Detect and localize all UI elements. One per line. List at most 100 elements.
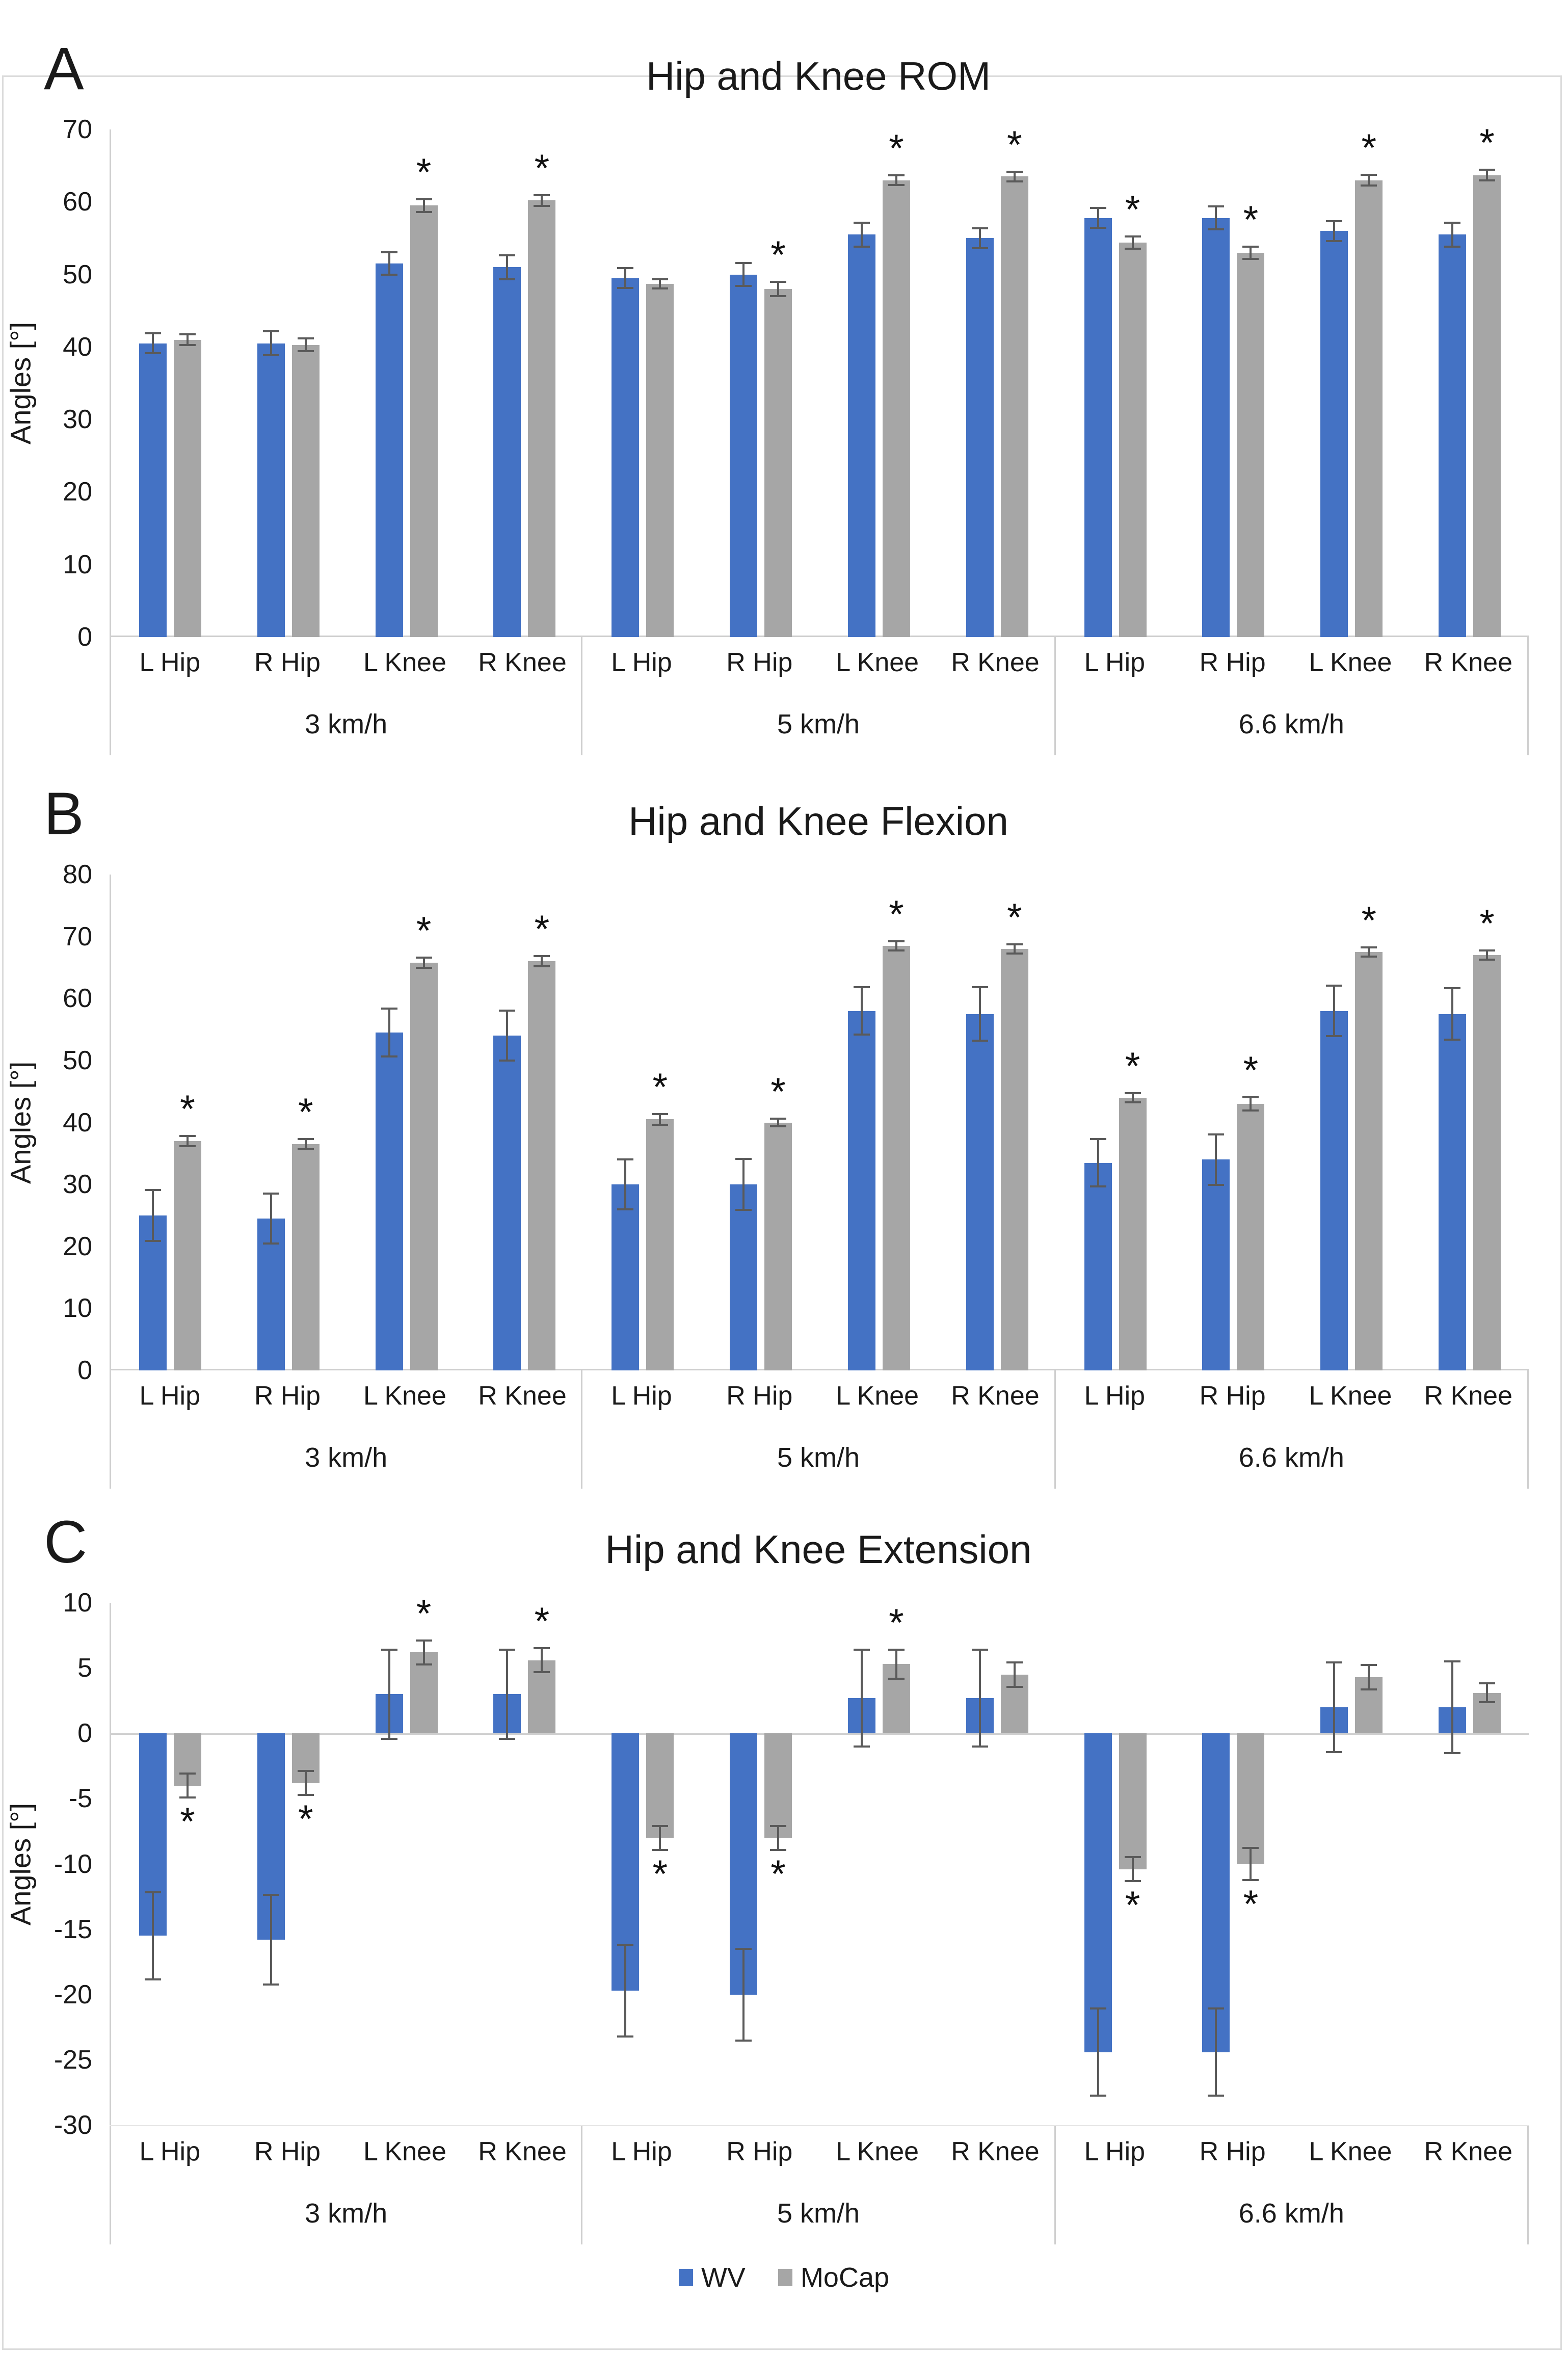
category-label: R Hip xyxy=(1199,2137,1266,2166)
x-axis-label-strip: L Hip R Hip L Knee R Knee 3 km/h L Hip R Hip L … xyxy=(110,1370,1529,1489)
error-bar-segment xyxy=(1013,1661,1016,1688)
legend-swatch-wv xyxy=(678,2269,693,2286)
error-bar xyxy=(179,1773,196,1799)
error-bar-segment xyxy=(304,1138,307,1151)
y-tick-label: -5 xyxy=(68,1784,92,1814)
error-bar-segment xyxy=(1486,168,1489,182)
error-bar-segment xyxy=(1131,1092,1134,1103)
error-bar-segment xyxy=(422,956,425,969)
y-tick-label: 0 xyxy=(77,1356,92,1385)
error-bar-segment xyxy=(1250,245,1252,260)
error-bar xyxy=(617,267,634,289)
y-tick-label: -25 xyxy=(54,2045,92,2075)
error-bar xyxy=(735,262,752,287)
y-tick-label: 20 xyxy=(63,477,92,507)
error-bar xyxy=(1326,1661,1343,1753)
y-tick-label: -30 xyxy=(54,2110,92,2140)
category-label: L Knee xyxy=(363,648,446,677)
error-bar-segment xyxy=(1215,2007,1217,2097)
error-bar xyxy=(853,1648,870,1748)
error-bar xyxy=(1242,245,1259,260)
category-label: L Hip xyxy=(1084,648,1146,677)
error-bar xyxy=(262,330,279,357)
error-bar-segment xyxy=(1451,987,1454,1041)
error-bar xyxy=(534,955,550,968)
error-bar xyxy=(144,1188,161,1242)
bar-mocap-l-knee xyxy=(410,1652,438,1734)
category-label: R Knee xyxy=(951,2137,1040,2166)
bar-wv-r-knee xyxy=(966,1014,994,1370)
significance-star: * xyxy=(298,1797,313,1841)
significance-star: * xyxy=(1006,123,1022,167)
error-bar-segment xyxy=(304,1770,307,1796)
error-bar xyxy=(1006,1661,1023,1688)
error-bar-segment xyxy=(186,1773,189,1799)
chart-panel-a: A Hip and Knee ROM Angles [°] 0 10 20 30 40 5… xyxy=(0,39,1568,755)
group-cell: L Hip R Hip L Knee R Knee 3 km/h xyxy=(110,1370,583,1489)
bar-mocap-l-knee xyxy=(410,962,438,1370)
error-bar xyxy=(1006,943,1023,955)
error-bar-segment xyxy=(388,251,390,276)
error-bar xyxy=(297,1138,314,1151)
error-bar xyxy=(1124,1856,1141,1883)
significance-star: * xyxy=(652,1066,668,1109)
significance-star: * xyxy=(1243,1049,1259,1093)
error-bar xyxy=(262,1192,279,1245)
y-tick-label: -20 xyxy=(54,1979,92,2009)
error-bar xyxy=(499,1648,516,1740)
error-bar-segment xyxy=(860,986,863,1036)
significance-star: * xyxy=(1243,1882,1259,1926)
category-label: R Hip xyxy=(726,2137,793,2166)
y-tick-label: 0 xyxy=(77,622,92,652)
error-bar xyxy=(381,251,397,276)
error-bar-segment xyxy=(895,174,897,186)
bar-mocap-l-knee xyxy=(882,180,910,637)
category-label: R Hip xyxy=(254,1381,321,1411)
error-bar xyxy=(179,333,196,347)
group-label: 5 km/h xyxy=(777,709,860,739)
error-bar-segment xyxy=(1250,1847,1252,1881)
error-bar-segment xyxy=(1131,1856,1134,1883)
group-label: 3 km/h xyxy=(305,709,388,739)
error-bar-segment xyxy=(1368,946,1370,958)
significance-star: * xyxy=(889,1601,904,1645)
legend-item-wv: WV xyxy=(678,2262,746,2293)
error-bar-segment xyxy=(1486,949,1489,961)
significance-star: * xyxy=(770,1852,786,1896)
group-cell: L Hip R Hip L Knee R Knee 6.6 km/h xyxy=(1056,1370,1529,1489)
y-axis-title-text: Angles [°] xyxy=(4,1803,37,1925)
error-bar xyxy=(971,986,988,1042)
error-bar xyxy=(652,1113,669,1126)
category-label: L Knee xyxy=(836,648,919,677)
bar-wv-l-knee xyxy=(375,263,403,637)
bar-wv-l-knee xyxy=(847,234,875,637)
category-label: R Knee xyxy=(478,1381,567,1411)
error-bar xyxy=(1124,1092,1141,1103)
y-tick-label: 50 xyxy=(63,1045,92,1075)
error-bar-segment xyxy=(304,337,307,352)
bar-wv-l-hip xyxy=(139,343,167,637)
x-axis-label-strip: L Hip R Hip L Knee R Knee 3 km/h L Hip R Hip L … xyxy=(110,2125,1529,2244)
bar-mocap-r-hip xyxy=(291,345,320,637)
plot-area: * * * * * * * * * * * * xyxy=(110,875,1529,1370)
error-bar xyxy=(415,956,432,969)
error-bar-segment xyxy=(270,330,272,357)
y-tick-label: 70 xyxy=(63,921,92,951)
error-bar-segment xyxy=(506,254,509,280)
bar-mocap-r-knee xyxy=(528,961,556,1370)
category-label: R Knee xyxy=(478,2137,567,2166)
error-bar-segment xyxy=(1013,171,1016,182)
error-bar-segment xyxy=(541,194,543,207)
category-label: L Knee xyxy=(1309,2137,1392,2166)
category-label: R Knee xyxy=(1424,2137,1513,2166)
significance-star: * xyxy=(1361,126,1377,170)
error-bar xyxy=(1326,220,1343,242)
category-label: L Hip xyxy=(139,648,201,677)
error-bar xyxy=(499,1010,516,1062)
error-bar xyxy=(1444,1660,1461,1755)
category-label: R Knee xyxy=(951,648,1040,677)
bar-mocap-l-knee xyxy=(1355,180,1383,637)
bar-wv-r-knee xyxy=(1439,234,1467,637)
group-cell: L Hip R Hip L Knee R Knee 5 km/h xyxy=(582,1370,1056,1489)
error-bar-segment xyxy=(422,1639,425,1665)
